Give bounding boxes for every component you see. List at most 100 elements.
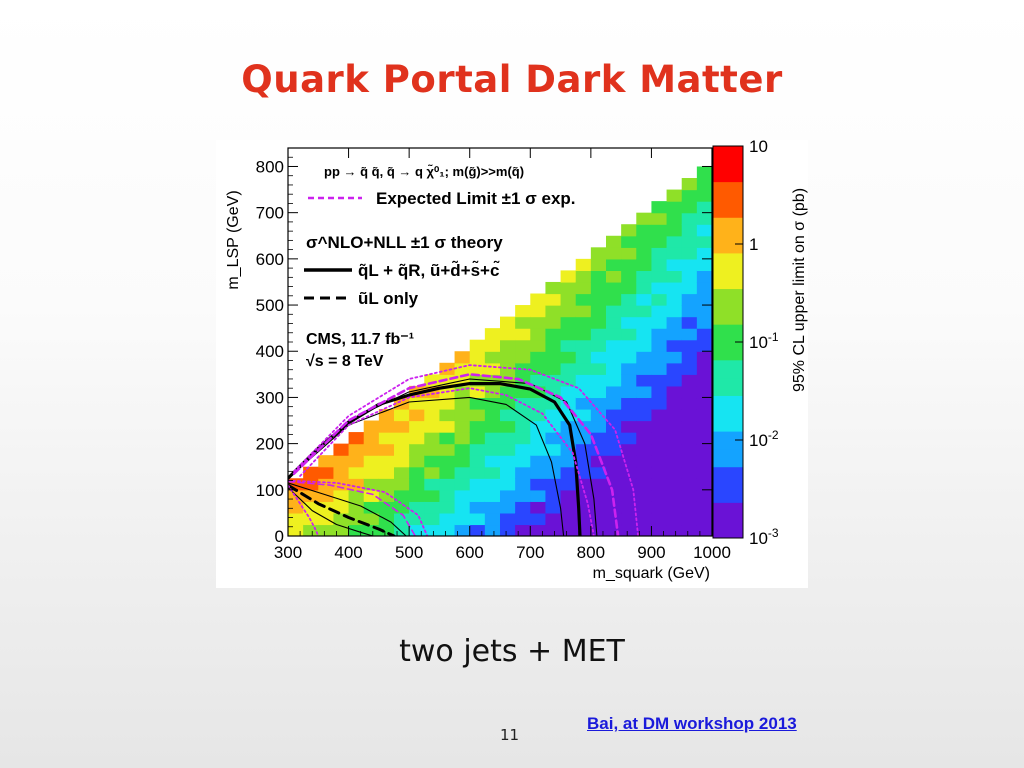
heatmap-cell: [424, 432, 441, 445]
heatmap-cell: [409, 408, 425, 422]
heatmap-cell: [606, 247, 622, 260]
heatmap-cell: [363, 443, 380, 456]
heatmap-cell: [560, 305, 577, 318]
heatmap-cell: [363, 420, 380, 433]
heatmap-cell: [590, 270, 607, 283]
heatmap-cell: [303, 501, 319, 514]
x-axis-label: m_squark (GeV): [593, 565, 710, 582]
heatmap-cell: [681, 235, 698, 248]
heatmap-cell: [606, 443, 622, 456]
heatmap-cell: [696, 397, 712, 410]
heatmap-cell: [590, 281, 607, 295]
heatmap-cell: [348, 524, 365, 536]
heatmap-cell: [636, 420, 653, 433]
heatmap-cell: [590, 316, 607, 329]
heatmap-cell: [545, 328, 562, 341]
heatmap-cell: [515, 489, 531, 502]
heatmap-cell: [636, 270, 653, 283]
heatmap-cell: [454, 397, 471, 410]
heatmap-cell: [651, 524, 668, 536]
heatmap-cell: [484, 351, 501, 364]
heatmap-cell: [439, 397, 456, 410]
heatmap-cell: [424, 466, 441, 479]
heatmap-cell: [484, 455, 501, 468]
heatmap-cell: [469, 512, 486, 526]
heatmap-cell: [454, 524, 471, 536]
heatmap-cell: [545, 443, 562, 456]
series-line-6: [288, 483, 396, 536]
series-line-4: [293, 364, 639, 536]
heatmap-cell: [515, 328, 531, 341]
heatmap-cell: [424, 489, 441, 502]
heatmap-cell: [606, 408, 622, 422]
heatmap-cell: [621, 247, 637, 260]
heatmap-cell: [590, 258, 607, 272]
colorbar-tick-label: 1: [749, 235, 758, 254]
colorbar-segment: [713, 448, 743, 468]
heatmap-cell: [409, 524, 425, 536]
heatmap-cell: [363, 478, 380, 491]
heatmap-cell: [515, 501, 531, 514]
heatmap-cell: [469, 455, 486, 468]
heatmap-cell: [590, 501, 607, 514]
heatmap-cell: [651, 339, 668, 352]
heatmap-cell: [515, 305, 531, 318]
heatmap-cell: [621, 305, 637, 318]
x-tick-label: 800: [577, 543, 605, 562]
y-tick-label: 200: [256, 435, 284, 454]
heatmap-cell: [363, 432, 380, 445]
heatmap-cell: [651, 478, 668, 491]
heatmap-cell: [606, 339, 622, 352]
heatmap-cell: [681, 397, 698, 410]
heatmap-cell: [651, 258, 668, 272]
credit-link[interactable]: Bai, at DM workshop 2013: [587, 714, 797, 733]
heatmap-cell: [681, 501, 698, 514]
heatmap-cell: [681, 247, 698, 260]
heatmap-cell: [666, 224, 683, 237]
heatmap-cell: [378, 466, 395, 479]
heatmap-cell: [348, 489, 365, 502]
heatmap-cell: [484, 397, 501, 410]
heatmap-cell: [394, 478, 410, 491]
heatmap-cell: [696, 316, 712, 329]
heatmap-cell: [651, 293, 668, 306]
heatmap-cell: [606, 281, 622, 295]
y-axis-label: m_LSP (GeV): [225, 190, 242, 289]
heatmap-cell: [696, 489, 712, 502]
heatmap-cell: [348, 455, 365, 468]
heatmap-cell: [621, 443, 637, 456]
heatmap-cell: [515, 420, 531, 433]
heatmap-cell: [530, 397, 547, 410]
heatmap-cell: [394, 466, 410, 479]
heatmap-cell: [530, 328, 547, 341]
heatmap-cell: [621, 524, 637, 536]
heatmap-cell: [636, 466, 653, 479]
heatmap-cell: [666, 235, 683, 248]
heatmap-cell: [681, 478, 698, 491]
heatmap-cell: [500, 455, 516, 468]
heatmap-cell: [545, 524, 562, 536]
heatmap-cell: [651, 397, 668, 410]
heatmap-cell: [469, 478, 486, 491]
heatmap-cell: [590, 247, 607, 260]
heatmap-cell: [651, 432, 668, 445]
heatmap-cell: [666, 351, 683, 364]
heatmap-cell: [363, 501, 380, 514]
heatmap-cell: [484, 501, 501, 514]
x-tick-label: 600: [456, 543, 484, 562]
heatmap-cell: [606, 305, 622, 318]
heatmap-cell: [590, 397, 607, 410]
heatmap-cell: [500, 385, 516, 399]
heatmap-cell: [348, 501, 365, 514]
heatmap-cell: [696, 293, 712, 306]
exclusion-plot-figure: 300 400 500 600 700 800 900 1000 0 100 200 300 400 50…: [216, 140, 808, 588]
heatmap-cell: [696, 189, 712, 202]
heatmap-cell: [469, 524, 486, 536]
heatmap-cell: [606, 235, 622, 248]
heatmap-cell: [484, 524, 501, 536]
heatmap-cell: [575, 432, 592, 445]
heatmap-cell: [348, 478, 365, 491]
heatmap-cell: [500, 489, 516, 502]
heatmap-cell: [636, 374, 653, 387]
heatmap-cell: [500, 316, 516, 329]
